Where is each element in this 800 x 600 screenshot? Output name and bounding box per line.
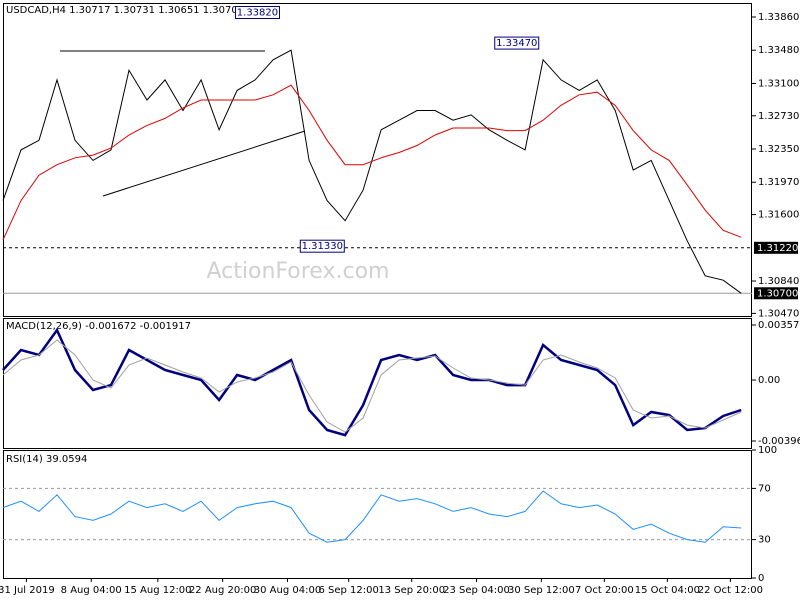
y-tick-label: 1.32350: [758, 144, 799, 155]
y-tick-label: 1.31600: [758, 210, 799, 221]
level-label-box: [754, 287, 798, 300]
rsi-panel: [3, 450, 752, 579]
annotation-label: 1.33820: [237, 7, 278, 18]
y-tick-label: 100: [758, 445, 777, 456]
annotation-box: [299, 239, 345, 253]
y-tick-label: 1.31970: [758, 177, 799, 188]
series-line: [2, 490, 742, 543]
annotation-box: [494, 36, 540, 50]
series-line: [2, 84, 742, 241]
series-line: [2, 49, 742, 294]
series-line: [2, 339, 742, 433]
y-tick-label: 1.33480: [758, 45, 799, 56]
annotation-label: 1.31330: [302, 241, 343, 252]
y-tick-label: 1.30470: [758, 308, 799, 319]
level-label-box: [754, 241, 798, 254]
y-tick-label: 0: [758, 573, 764, 584]
x-tick-label: 13 Sep 20:00: [378, 585, 445, 596]
x-tick-label: 31 Jul 2019: [0, 585, 55, 596]
x-tick-label: 7 Oct 20:00: [575, 585, 634, 596]
macd-title: MACD(12,26,9) -0.001672 -0.001917: [6, 321, 191, 332]
y-tick-label: 1.33100: [758, 78, 799, 89]
y-tick-label: 1.33860: [758, 12, 799, 23]
annotation-label: 1.33470: [496, 38, 537, 49]
series-line: [2, 327, 742, 437]
y-tick-label: 0.003579: [758, 320, 800, 331]
rsi-title: RSI(14) 39.0594: [6, 454, 87, 465]
x-tick-label: 30 Aug 04:00: [254, 585, 321, 596]
level-label: 1.30700: [757, 288, 798, 299]
x-tick-label: 30 Sep 12:00: [508, 585, 575, 596]
x-tick-label: 8 Aug 04:00: [61, 585, 122, 596]
level-label: 1.31220: [757, 243, 798, 254]
y-tick-label: 1.30840: [758, 276, 799, 287]
annotation-box: [234, 5, 280, 19]
x-tick-label: 22 Aug 20:00: [189, 585, 256, 596]
x-tick-label: 15 Oct 04:00: [635, 585, 700, 596]
watermark: ActionForex.com: [207, 259, 390, 284]
y-tick-label: -0.003966: [758, 436, 800, 447]
y-tick-label: 0.00: [758, 375, 780, 386]
y-tick-label: 1.32730: [758, 111, 799, 122]
price-panel: [3, 3, 752, 317]
x-tick-label: 22 Oct 12:00: [698, 585, 763, 596]
y-tick-label: 30: [758, 535, 771, 546]
trendline: [102, 130, 306, 197]
x-tick-label: 15 Aug 12:00: [124, 585, 191, 596]
x-tick-label: 23 Sep 04:00: [443, 585, 510, 596]
y-tick-label: 70: [758, 483, 771, 494]
macd-panel: [3, 318, 752, 449]
price-title: USDCAD,H4 1.30717 1.30731 1.30651 1.3070…: [6, 5, 244, 16]
x-tick-label: 6 Sep 12:00: [318, 585, 378, 596]
